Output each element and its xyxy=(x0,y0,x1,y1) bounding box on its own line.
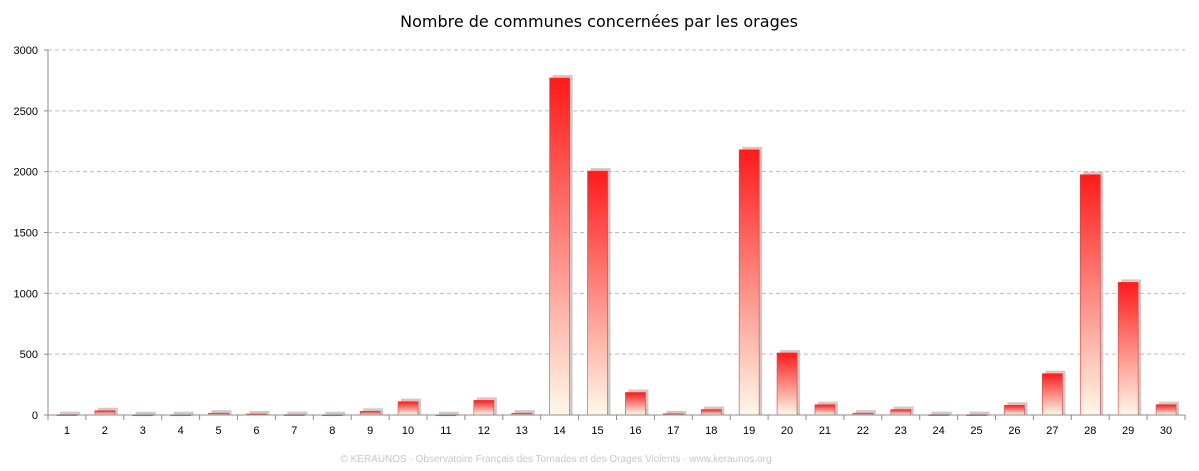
x-axis-ticks: 1 2 3 4 5 6 7 8 9 10 11 12 13 14 15 16 17 18 19 20 21 22 23 24 2… xyxy=(47,415,1186,437)
x-tick-label: 10 xyxy=(402,425,414,437)
x-tick-label: 18 xyxy=(705,425,717,437)
x-tick-label: 24 xyxy=(933,425,945,437)
bar xyxy=(1004,404,1025,416)
footer-credit: © KERAUNOS - Observatoire Français des T… xyxy=(340,454,771,465)
x-tick-label: 2 xyxy=(102,425,108,437)
bars xyxy=(56,74,1180,417)
y-tick-label: 0 xyxy=(32,410,38,422)
bar-shadow xyxy=(855,410,876,415)
bar xyxy=(776,352,798,416)
x-tick-label: 30 xyxy=(1160,425,1172,437)
y-tick-label: 1500 xyxy=(14,228,38,240)
y-axis-ticks: 0 500 1000 1500 2000 2500 3000 xyxy=(14,45,48,422)
bar-shadow xyxy=(931,411,952,416)
bar-shadow xyxy=(666,410,687,415)
bar xyxy=(473,400,495,416)
bar-shadow xyxy=(514,410,535,415)
bar xyxy=(890,409,912,416)
x-tick-label: 9 xyxy=(367,425,373,437)
y-tick-label: 2500 xyxy=(14,106,38,118)
bar xyxy=(738,149,760,416)
bar xyxy=(1155,404,1177,416)
bar-shadow xyxy=(211,410,232,415)
y-tick-label: 3000 xyxy=(14,45,38,57)
bar-shadow xyxy=(438,411,459,416)
bar xyxy=(1117,282,1139,416)
bar xyxy=(359,411,381,416)
x-tick-label: 26 xyxy=(1008,425,1020,437)
bar-shadow xyxy=(59,411,80,416)
bar-shadow xyxy=(969,411,990,416)
x-tick-label: 6 xyxy=(253,425,259,437)
x-tick-label: 22 xyxy=(857,425,869,437)
x-tick-label: 29 xyxy=(1122,425,1134,437)
x-tick-label: 16 xyxy=(629,425,641,437)
bar-shadow xyxy=(287,411,308,416)
bar xyxy=(587,170,608,416)
x-tick-label: 7 xyxy=(291,425,297,437)
bar-shadow xyxy=(325,411,346,416)
bar-shadow xyxy=(173,411,194,416)
bar xyxy=(1079,174,1101,416)
chart-title: Nombre de communes concernées par les or… xyxy=(400,12,798,31)
x-tick-label: 4 xyxy=(178,425,184,437)
x-tick-label: 13 xyxy=(516,425,528,437)
bar xyxy=(397,401,419,416)
x-tick-label: 8 xyxy=(329,425,335,437)
bar-shadow xyxy=(135,411,156,416)
x-tick-label: 17 xyxy=(667,425,679,437)
x-tick-label: 5 xyxy=(215,425,221,437)
x-tick-label: 3 xyxy=(140,425,146,437)
x-tick-label: 21 xyxy=(819,425,831,437)
bar xyxy=(94,410,116,416)
x-tick-label: 27 xyxy=(1046,425,1058,437)
x-tick-label: 15 xyxy=(591,425,603,437)
x-tick-label: 14 xyxy=(554,425,566,437)
bar xyxy=(625,392,646,416)
y-tick-label: 1000 xyxy=(14,288,38,300)
x-tick-label: 19 xyxy=(743,425,755,437)
x-tick-label: 11 xyxy=(440,425,451,437)
y-tick-label: 2000 xyxy=(14,167,38,179)
x-tick-label: 1 xyxy=(64,425,70,437)
gridlines xyxy=(48,49,1185,355)
x-tick-label: 12 xyxy=(478,425,490,437)
bar xyxy=(700,409,722,416)
x-tick-label: 25 xyxy=(970,425,982,437)
bar xyxy=(814,404,836,416)
y-tick-label: 500 xyxy=(20,349,38,361)
x-tick-label: 28 xyxy=(1084,425,1096,437)
bar xyxy=(549,77,570,416)
bar-shadow xyxy=(249,411,270,416)
bar xyxy=(1042,373,1063,416)
x-tick-label: 23 xyxy=(895,425,907,437)
x-tick-label: 20 xyxy=(781,425,793,437)
